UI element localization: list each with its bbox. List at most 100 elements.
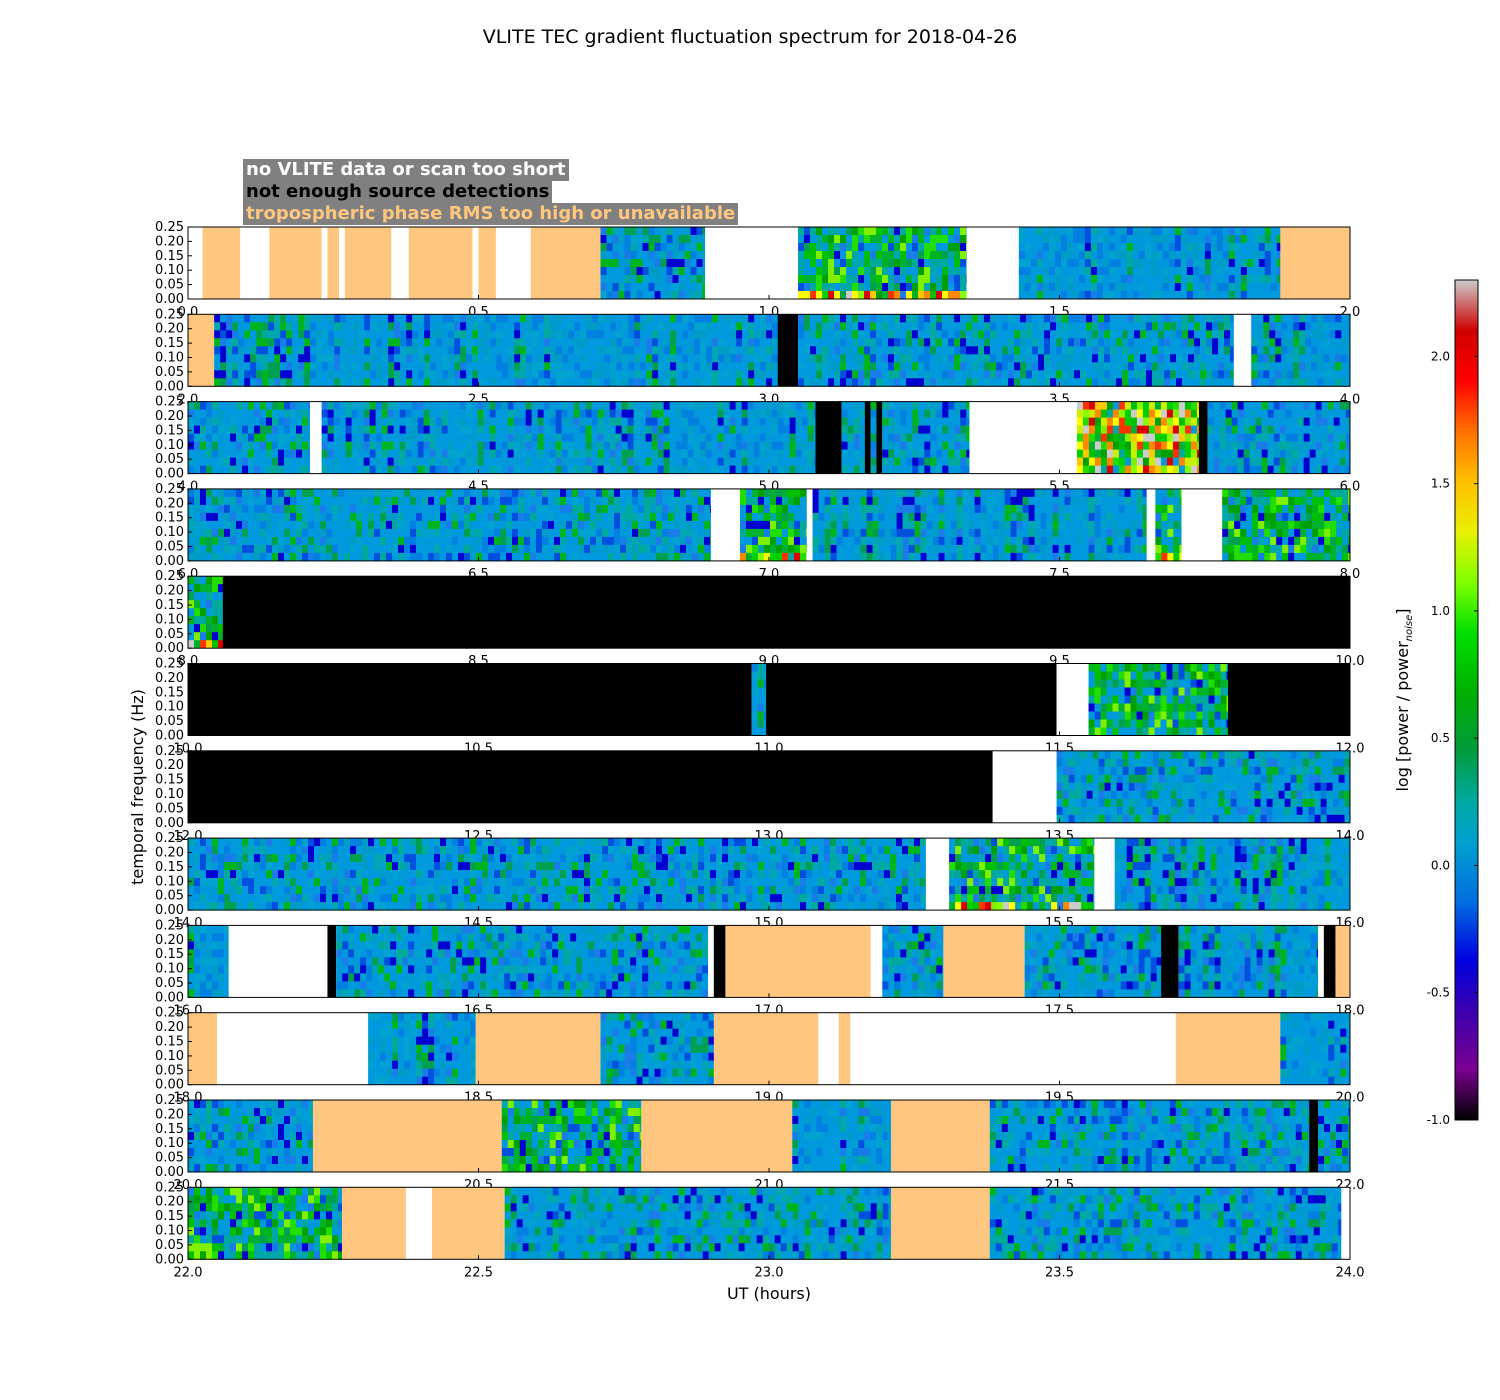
colorbar-tick-label: 0.5 bbox=[1431, 731, 1450, 745]
segment-data bbox=[870, 401, 877, 474]
segment-data bbox=[1251, 314, 1351, 387]
colorbar: -1.0 -0.5 0.0 0.5 1.0 1.5 2.0 log [power / pow… bbox=[1393, 279, 1479, 1127]
y-tick-label: 0.10 bbox=[155, 438, 184, 453]
y-tick-label: 0.10 bbox=[155, 874, 184, 889]
segment-white bbox=[925, 838, 950, 911]
segment-black bbox=[1161, 925, 1179, 998]
y-tick-label: 0.05 bbox=[155, 801, 184, 816]
y-tick-label: 0.20 bbox=[155, 234, 184, 249]
y-tick-label: 0.05 bbox=[155, 540, 184, 555]
panel-3: 0.000.050.100.150.200.254.0 4.5 5.0 5.5 6.0 bbox=[155, 395, 1360, 495]
segment-data bbox=[336, 925, 709, 998]
y-tick-label: 0.00 bbox=[155, 379, 184, 394]
segment-data bbox=[1114, 838, 1351, 911]
segment-black bbox=[876, 401, 883, 474]
y-tick-label: 0.05 bbox=[155, 714, 184, 729]
segment-black bbox=[864, 401, 871, 474]
y-tick-label: 0.20 bbox=[155, 322, 184, 337]
y-tick-label: 0.05 bbox=[155, 1238, 184, 1253]
segment-black bbox=[222, 576, 1351, 649]
y-tick-label: 0.25 bbox=[155, 1006, 184, 1021]
colorbar-tick-label: 2.0 bbox=[1431, 349, 1450, 363]
panel-5: 0.000.050.100.150.200.258.0 8.5 9.0 9.5 10.0 bbox=[155, 569, 1364, 669]
colorbar-ticks: -1.0 -0.5 0.0 0.5 1.0 1.5 2.0 bbox=[1427, 349, 1478, 1127]
x-tick-label: 23.5 bbox=[1045, 1265, 1074, 1280]
y-tick-label: 0.10 bbox=[155, 525, 184, 540]
segment-data bbox=[1088, 663, 1229, 736]
y-tick-label: 0.20 bbox=[155, 1107, 184, 1122]
segment-data bbox=[1318, 1100, 1351, 1173]
y-tick-label: 0.25 bbox=[155, 307, 184, 322]
segment-tropo bbox=[475, 1012, 601, 1085]
segment-data bbox=[188, 925, 229, 998]
segment-data bbox=[368, 1012, 476, 1085]
segment-white bbox=[707, 925, 714, 998]
segment-black bbox=[1309, 1100, 1319, 1172]
segment-tropo bbox=[725, 925, 871, 998]
y-tick-label: 0.05 bbox=[155, 1151, 184, 1166]
x-tick-label: 22.5 bbox=[464, 1265, 493, 1280]
y-axis-label: temporal frequency (Hz) bbox=[128, 689, 147, 885]
segment-tropo bbox=[891, 1187, 990, 1260]
y-tick-label: 0.25 bbox=[155, 220, 184, 235]
y-tick-label: 0.10 bbox=[155, 962, 184, 977]
y-tick-label: 0.25 bbox=[155, 831, 184, 846]
y-tick-label: 0.20 bbox=[155, 409, 184, 424]
segment-data bbox=[1076, 401, 1200, 474]
colorbar-tick-label: 1.0 bbox=[1431, 604, 1450, 618]
segment-white bbox=[339, 227, 345, 299]
colorbar-gradient bbox=[1454, 279, 1479, 1121]
y-tick-label: 0.15 bbox=[155, 336, 184, 351]
segment-white bbox=[966, 227, 1019, 299]
segment-white bbox=[1146, 488, 1156, 561]
y-tick-label: 0.25 bbox=[155, 569, 184, 584]
segment-black bbox=[1198, 401, 1208, 474]
y-tick-label: 0.00 bbox=[155, 990, 184, 1005]
segment-tropo bbox=[408, 227, 473, 299]
y-tick-label: 0.00 bbox=[155, 816, 184, 831]
segment-data bbox=[600, 1012, 715, 1085]
segment-tropo bbox=[1280, 227, 1350, 299]
segment-white bbox=[850, 1012, 1176, 1085]
y-tick-label: 0.10 bbox=[155, 351, 184, 366]
segment-white bbox=[1233, 314, 1252, 387]
y-tick-label: 0.10 bbox=[155, 612, 184, 627]
segment-tropo bbox=[312, 1100, 502, 1172]
y-tick-label: 0.05 bbox=[155, 452, 184, 467]
segment-data bbox=[1280, 1012, 1351, 1085]
segment-white bbox=[240, 227, 270, 299]
segment-data bbox=[501, 1100, 642, 1173]
segment-tropo bbox=[478, 227, 496, 299]
y-tick-label: 0.25 bbox=[155, 1180, 184, 1195]
y-tick-label: 0.00 bbox=[155, 467, 184, 482]
y-tick-label: 0.20 bbox=[155, 758, 184, 773]
segment-tropo bbox=[202, 227, 241, 299]
y-tick-label: 0.05 bbox=[155, 627, 184, 642]
segment-white bbox=[1094, 838, 1115, 911]
segment-data bbox=[989, 1187, 1342, 1260]
y-tick-label: 0.25 bbox=[155, 482, 184, 497]
y-tick-label: 0.05 bbox=[155, 976, 184, 991]
segment-data bbox=[949, 838, 1095, 911]
segment-white bbox=[405, 1187, 433, 1260]
segment-data bbox=[214, 314, 779, 387]
x-tick-label: 23.0 bbox=[755, 1265, 784, 1280]
colorbar-label-main: log [power / power bbox=[1393, 641, 1412, 792]
y-tick-label: 0.15 bbox=[155, 511, 184, 526]
segment-data bbox=[798, 314, 1235, 387]
segment-white bbox=[495, 227, 531, 299]
segment-data bbox=[798, 227, 967, 300]
segment-tropo bbox=[530, 227, 601, 299]
y-tick-label: 0.05 bbox=[155, 278, 184, 293]
segment-data bbox=[739, 488, 808, 562]
segment-data bbox=[1222, 488, 1351, 562]
y-tick-label: 0.15 bbox=[155, 423, 184, 438]
legend-few-detections: not enough source detections bbox=[243, 181, 553, 203]
y-tick-label: 0.15 bbox=[155, 1035, 184, 1050]
y-tick-label: 0.05 bbox=[155, 889, 184, 904]
segment-black bbox=[327, 925, 337, 998]
segment-black bbox=[713, 925, 726, 998]
